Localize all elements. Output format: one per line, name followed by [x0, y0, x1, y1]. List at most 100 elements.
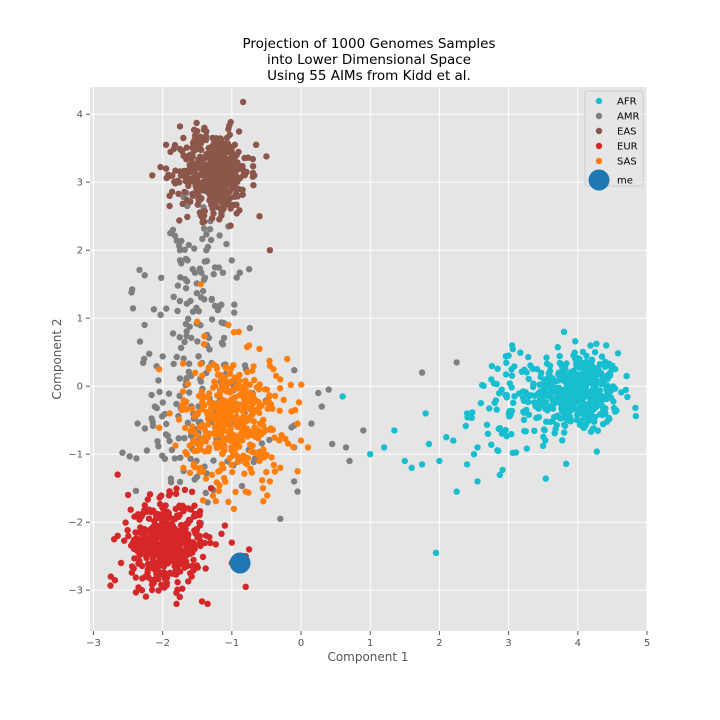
point-sas	[270, 461, 278, 469]
point-amr	[246, 324, 253, 332]
point-eas	[181, 170, 189, 177]
point-afr	[533, 414, 540, 422]
point-afr	[575, 385, 583, 392]
point-eur	[174, 513, 182, 521]
point-amr	[136, 338, 144, 345]
point-sas	[280, 396, 287, 403]
point-sas	[258, 477, 266, 484]
point-afr	[614, 350, 622, 357]
point-sas	[260, 498, 267, 505]
legend-marker-sas	[595, 157, 603, 165]
point-amr	[128, 289, 135, 296]
point-amr	[176, 392, 183, 399]
point-afr	[591, 415, 598, 422]
point-eas	[180, 152, 187, 159]
point-afr	[582, 406, 589, 413]
point-amr	[150, 306, 158, 313]
legend-marker-afr	[595, 97, 603, 105]
point-amr	[162, 431, 170, 438]
point-afr	[558, 371, 565, 378]
point-eur	[199, 553, 207, 561]
point-sas	[271, 468, 279, 475]
point-sas	[295, 399, 303, 406]
point-eas	[201, 207, 208, 215]
point-eur	[221, 522, 229, 529]
point-eur	[138, 587, 146, 594]
point-afr	[618, 389, 625, 396]
point-afr	[593, 448, 600, 455]
point-sas	[225, 321, 232, 329]
point-afr	[589, 386, 596, 393]
point-eur	[161, 575, 169, 583]
point-amr	[453, 359, 460, 366]
point-amr	[187, 297, 194, 305]
point-eas	[179, 200, 186, 208]
point-eur	[160, 541, 167, 549]
point-sas	[244, 368, 251, 376]
y-tick-label: 3	[77, 178, 83, 189]
point-sas	[222, 364, 229, 371]
point-afr	[599, 421, 607, 428]
point-afr	[494, 365, 501, 372]
point-sas	[230, 405, 237, 412]
point-amr	[195, 353, 202, 360]
point-eas	[225, 126, 232, 133]
point-amr	[129, 305, 137, 312]
point-amr	[155, 377, 162, 384]
point-afr	[408, 464, 415, 471]
point-afr	[477, 400, 485, 407]
legend-label-me: me	[617, 176, 633, 187]
point-amr	[210, 457, 217, 464]
point-eur	[187, 570, 194, 577]
x-tick-label: 3	[505, 638, 511, 649]
y-tick-label: 1	[77, 314, 83, 325]
point-sas	[227, 396, 235, 403]
point-eas	[217, 189, 225, 196]
point-eas	[235, 128, 243, 135]
point-afr	[520, 409, 528, 416]
point-sas	[241, 470, 248, 477]
point-afr	[588, 362, 596, 370]
point-amr	[169, 226, 177, 233]
point-eur	[172, 571, 179, 578]
point-amr	[191, 476, 198, 483]
point-sas	[221, 419, 229, 426]
point-afr	[453, 488, 460, 495]
point-afr	[593, 400, 600, 407]
point-sas	[223, 388, 230, 395]
point-amr	[163, 420, 170, 428]
point-afr	[511, 393, 518, 400]
y-tick-label: 4	[77, 110, 83, 121]
point-eur	[193, 528, 200, 535]
point-sas	[208, 471, 216, 478]
point-amr	[171, 232, 179, 240]
point-sas	[204, 415, 212, 422]
point-amr	[185, 315, 192, 322]
point-afr	[418, 461, 426, 468]
point-eur	[166, 569, 174, 576]
point-sas	[233, 422, 240, 429]
point-sas	[240, 424, 247, 431]
point-sas	[183, 451, 191, 458]
point-amr	[168, 446, 176, 454]
point-sas	[228, 378, 235, 385]
point-eas	[209, 205, 216, 212]
point-eur	[166, 526, 173, 533]
point-afr	[523, 445, 530, 452]
point-afr	[436, 457, 443, 465]
point-eas	[166, 192, 173, 199]
point-sas	[270, 366, 277, 373]
point-eas	[209, 215, 216, 222]
point-eas	[234, 166, 242, 173]
point-afr	[443, 434, 450, 441]
point-afr	[367, 451, 374, 458]
point-sas	[294, 420, 301, 427]
point-sas	[202, 475, 210, 482]
point-afr	[474, 478, 481, 485]
point-afr	[537, 388, 544, 395]
point-afr	[561, 429, 568, 436]
x-tick-label: 4	[575, 638, 581, 649]
point-sas	[227, 365, 235, 372]
point-afr	[566, 414, 573, 421]
point-afr	[503, 359, 510, 366]
